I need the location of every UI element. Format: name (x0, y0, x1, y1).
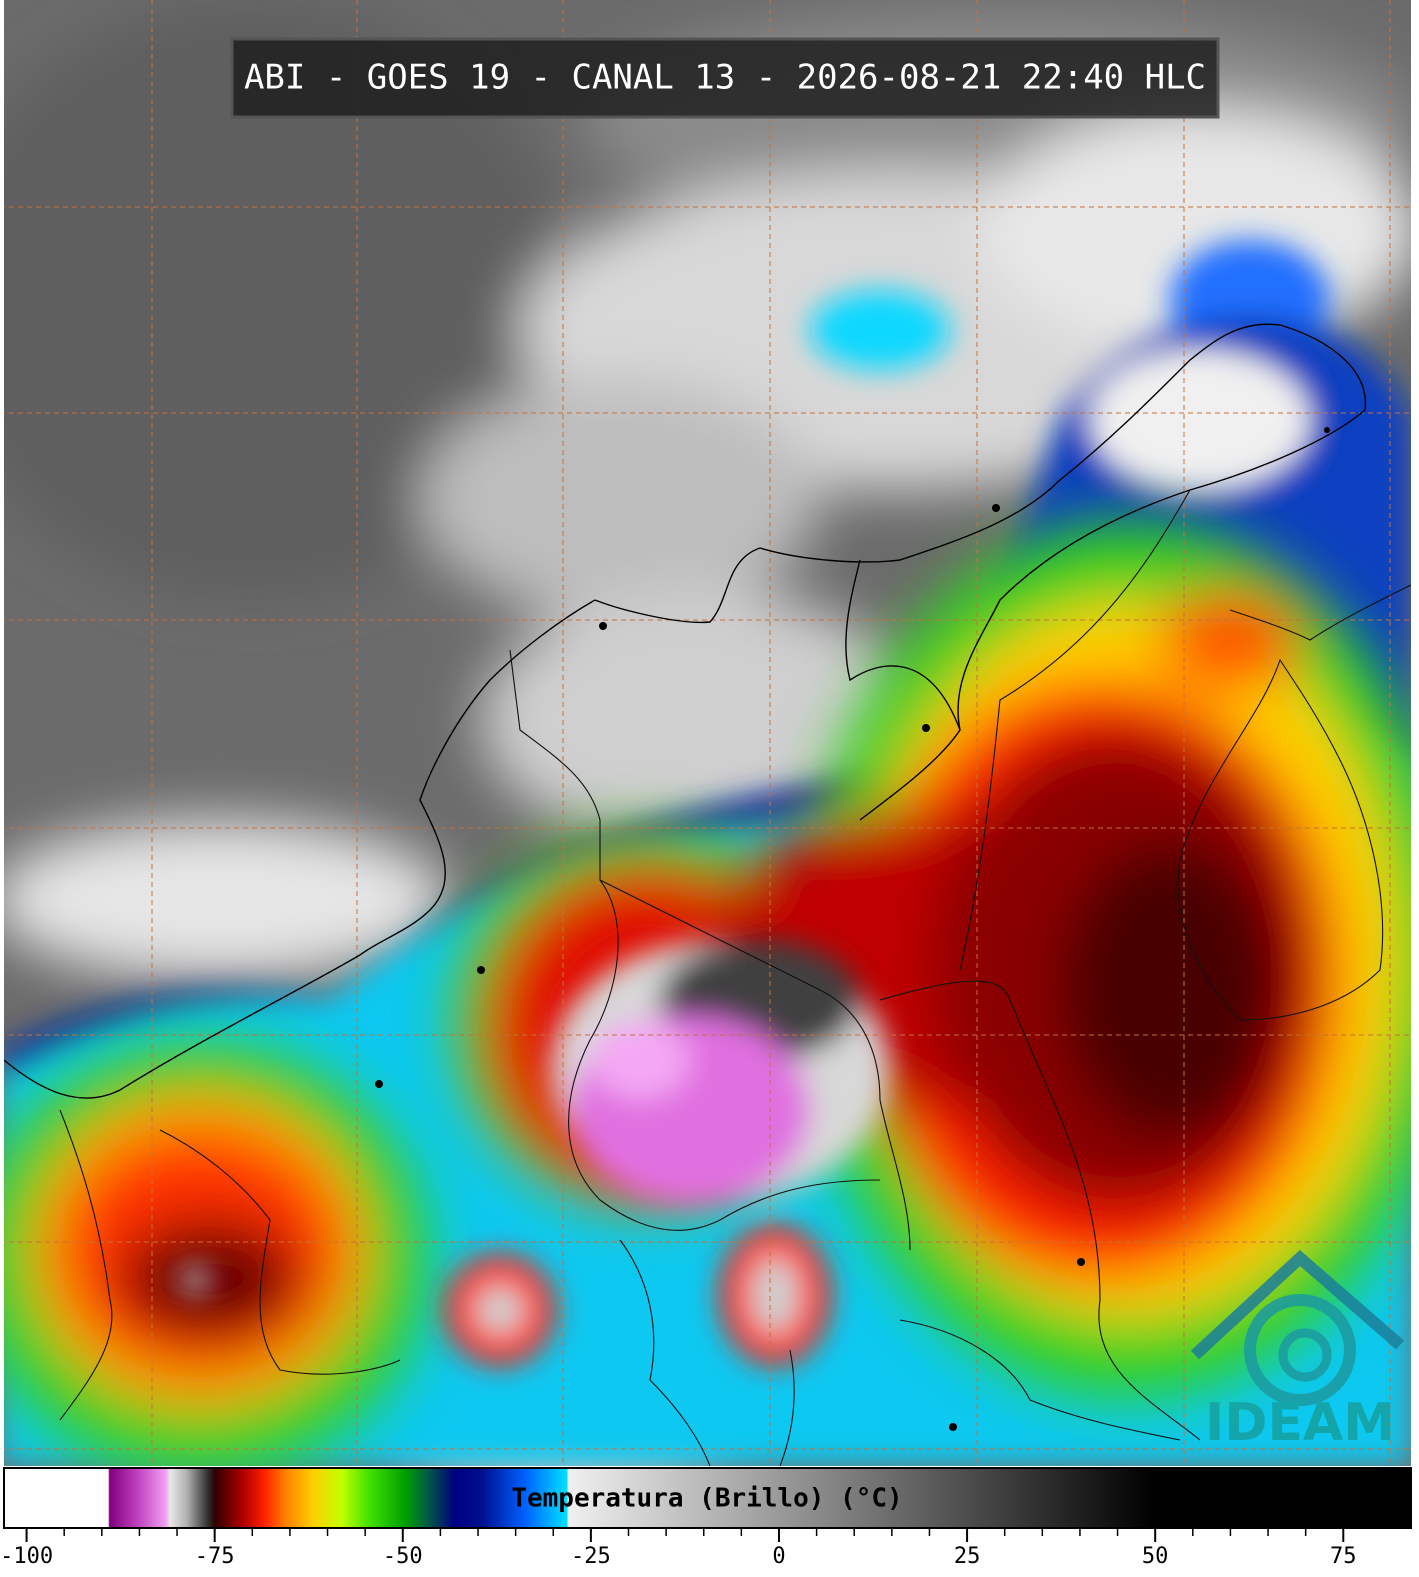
title-box (230, 37, 1220, 119)
city-markers (375, 427, 1330, 1431)
logo-text: IDEAM (1205, 1393, 1395, 1453)
tick-label: 0 (772, 1544, 785, 1569)
colorbar (3, 1467, 1412, 1529)
tick-label: -75 (195, 1544, 235, 1569)
grid (4, 0, 1411, 1466)
tick-label: 25 (954, 1544, 981, 1569)
colorbar-label: Temperatura (Brillo) (°C) (511, 1484, 902, 1514)
tick-label: 75 (1330, 1544, 1357, 1569)
tick-label: -50 (383, 1544, 423, 1569)
tick-label: -25 (571, 1544, 611, 1569)
tick-label: -100 (0, 1544, 53, 1569)
coastlines (4, 323, 1411, 1466)
tick-label: 50 (1142, 1544, 1169, 1569)
imagery: IDEAM (4, 0, 1411, 1466)
title: ABI - GOES 19 - CANAL 13 - 2026-08-21 22… (244, 58, 1206, 98)
logo: IDEAM (1190, 1249, 1404, 1453)
